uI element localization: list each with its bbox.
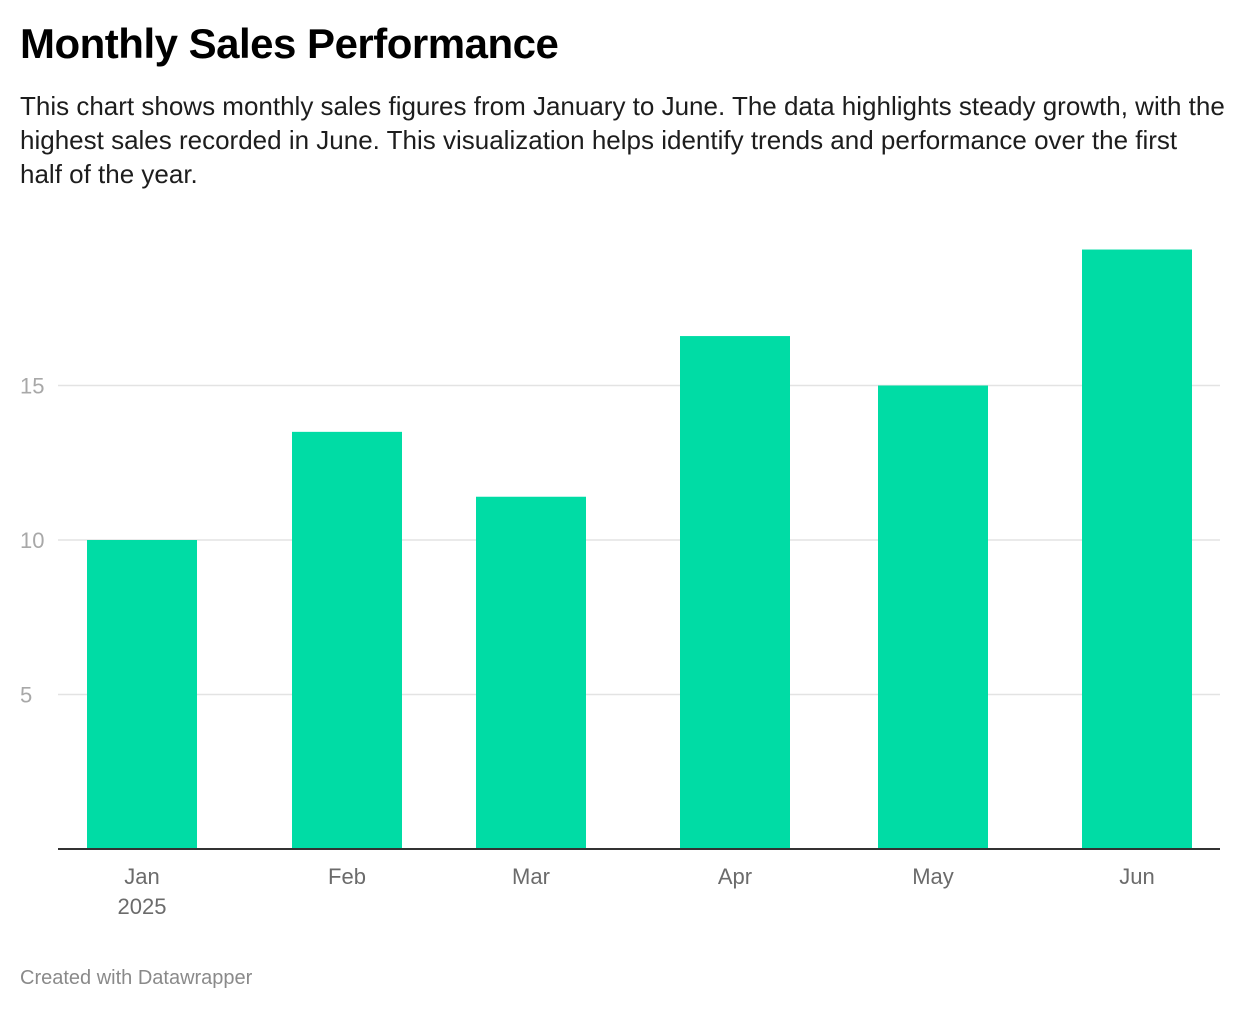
chart-description: This chart shows monthly sales figures f…	[20, 91, 1225, 189]
x-tick-label-feb: Feb	[328, 864, 366, 889]
y-tick-label-15: 15	[20, 374, 44, 399]
x-tick-label-apr: Apr	[718, 864, 752, 889]
x-axis-labels: Jan 2025 Feb Mar Apr May Jun	[118, 864, 1155, 919]
chart-title: Monthly Sales Performance	[20, 20, 559, 67]
x-tick-label-jan: Jan	[124, 864, 159, 889]
bar-jun	[1082, 249, 1192, 850]
gridlines	[58, 384, 1220, 696]
bar-apr	[680, 336, 790, 849]
y-tick-label-10: 10	[20, 528, 44, 553]
footer-credit: Created with Datawrapper	[20, 967, 253, 989]
x-tick-label-may: May	[912, 864, 954, 889]
x-tick-label-mar: Mar	[512, 864, 550, 889]
bar-mar	[476, 496, 586, 849]
bar-feb	[292, 431, 402, 849]
bar-jan	[87, 540, 197, 849]
bars	[87, 249, 1192, 850]
y-tick-label-5: 5	[20, 683, 32, 708]
x-tick-sublabel-jan: 2025	[118, 894, 167, 919]
bar-may	[878, 385, 988, 849]
x-tick-label-jun: Jun	[1119, 864, 1154, 889]
y-axis-labels: 5 10 15	[20, 374, 44, 708]
